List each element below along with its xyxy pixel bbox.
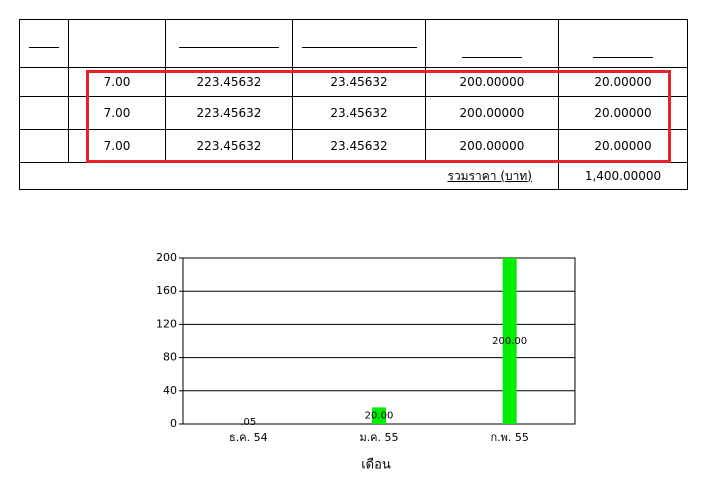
x-tick-label: ธ.ค. 54 — [229, 431, 268, 444]
price-table: 7.00 223.45632 23.45632 200.00000 20.00000 7.… — [19, 19, 688, 190]
y-tick-label: 80 — [163, 351, 177, 364]
table-cell: 223.45632 — [165, 129, 293, 163]
row-label-cell — [19, 67, 69, 97]
table-cell: 7.00 — [68, 96, 166, 130]
y-tick-label: 0 — [170, 417, 177, 430]
value-label: 20.00 — [365, 411, 394, 422]
header-row — [19, 19, 688, 68]
bar — [502, 258, 517, 424]
y-tick-label: 40 — [163, 384, 177, 397]
x-tick-label: ก.พ. 55 — [490, 431, 528, 444]
y-tick-label: 160 — [156, 284, 177, 297]
table-row: 7.00 223.45632 23.45632 200.00000 20.00000 — [19, 96, 688, 130]
total-row: รวมราคา (บาท) 1,400.00000 — [19, 162, 688, 190]
table-cell: 200.00000 — [425, 96, 559, 130]
total-label-cell: รวมราคา (บาท) — [19, 162, 559, 190]
table-cell: 223.45632 — [165, 96, 293, 130]
highlight-frame — [86, 70, 671, 163]
y-tick-label: 200 — [156, 251, 177, 264]
table-cell: 20.00000 — [558, 129, 688, 163]
table-cell: 20.00000 — [558, 96, 688, 130]
table-cell: 7.00 — [68, 129, 166, 163]
x-axis-label: เดือน — [361, 457, 391, 473]
row-label-cell — [19, 129, 69, 163]
total-label: รวมราคา (บาท) — [447, 168, 533, 183]
row-label-cell — [19, 96, 69, 130]
y-tick-label: 120 — [156, 317, 177, 330]
table-cell: 23.45632 — [292, 96, 426, 130]
value-label: 200.00 — [492, 336, 527, 347]
x-tick-label: ม.ค. 55 — [359, 431, 398, 444]
value-label: .05 — [240, 417, 256, 428]
bar — [372, 407, 386, 424]
total-value: 1,400.00000 — [558, 162, 688, 190]
